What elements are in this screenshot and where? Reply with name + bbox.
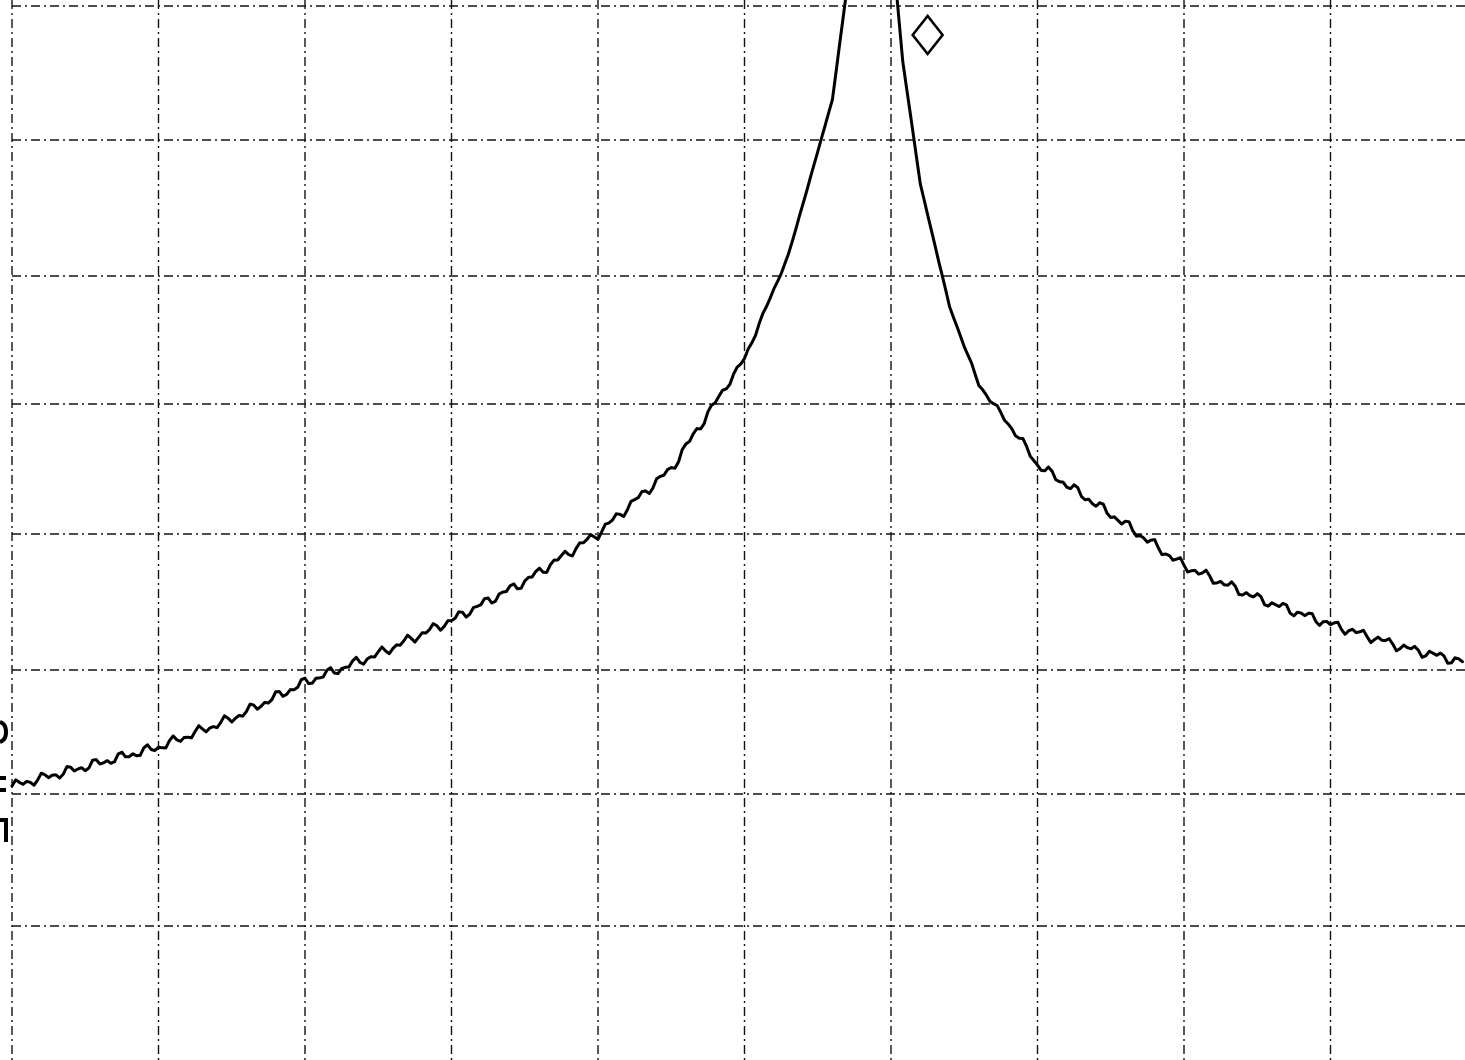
left-edge-mark-mid xyxy=(0,776,6,792)
left-edge-marks xyxy=(0,720,9,842)
trace-markers xyxy=(911,13,945,56)
series-trace-line xyxy=(10,0,1464,788)
left-edge-mark-top xyxy=(0,720,9,744)
chart-grid xyxy=(11,0,1465,1060)
left-edge-mark-bottom xyxy=(0,818,8,842)
secondary-marker xyxy=(911,13,945,56)
